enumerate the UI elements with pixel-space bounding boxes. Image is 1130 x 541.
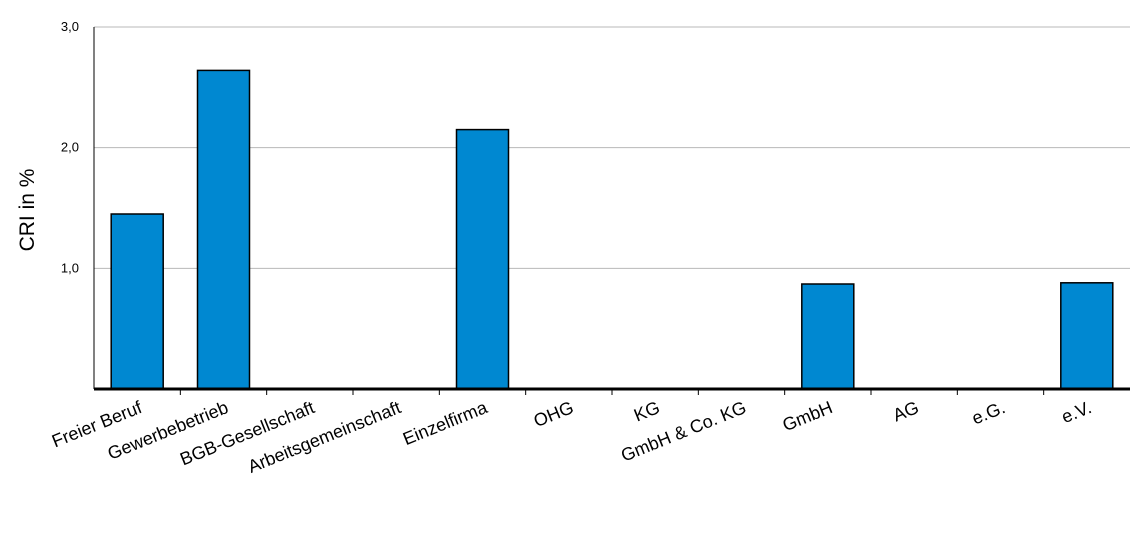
bar — [1061, 283, 1113, 389]
bars — [111, 70, 1113, 389]
category-label: e.V. — [1059, 397, 1095, 427]
y-tick-labels: 1,0 2,0 3,0 — [61, 19, 79, 275]
bar — [111, 214, 163, 389]
category-label: KG — [631, 397, 663, 425]
category-label: OHG — [531, 397, 577, 431]
category-labels: Freier BerufGewerbebetriebBGB-Gesellscha… — [49, 397, 1094, 477]
category-label: Einzelfirma — [400, 397, 491, 449]
bar — [198, 70, 250, 389]
category-label: Arbeitsgemeinschaft — [245, 397, 404, 477]
y-tick-label: 2,0 — [61, 140, 79, 155]
bar — [457, 130, 509, 389]
y-axis-label: CRI in % — [16, 169, 39, 252]
category-label: e.G. — [969, 397, 1008, 428]
bar — [802, 284, 854, 389]
category-label: GmbH — [780, 397, 836, 435]
category-label: AG — [890, 397, 922, 425]
y-tick-label: 1,0 — [61, 260, 79, 275]
y-tick-label: 3,0 — [61, 19, 79, 34]
